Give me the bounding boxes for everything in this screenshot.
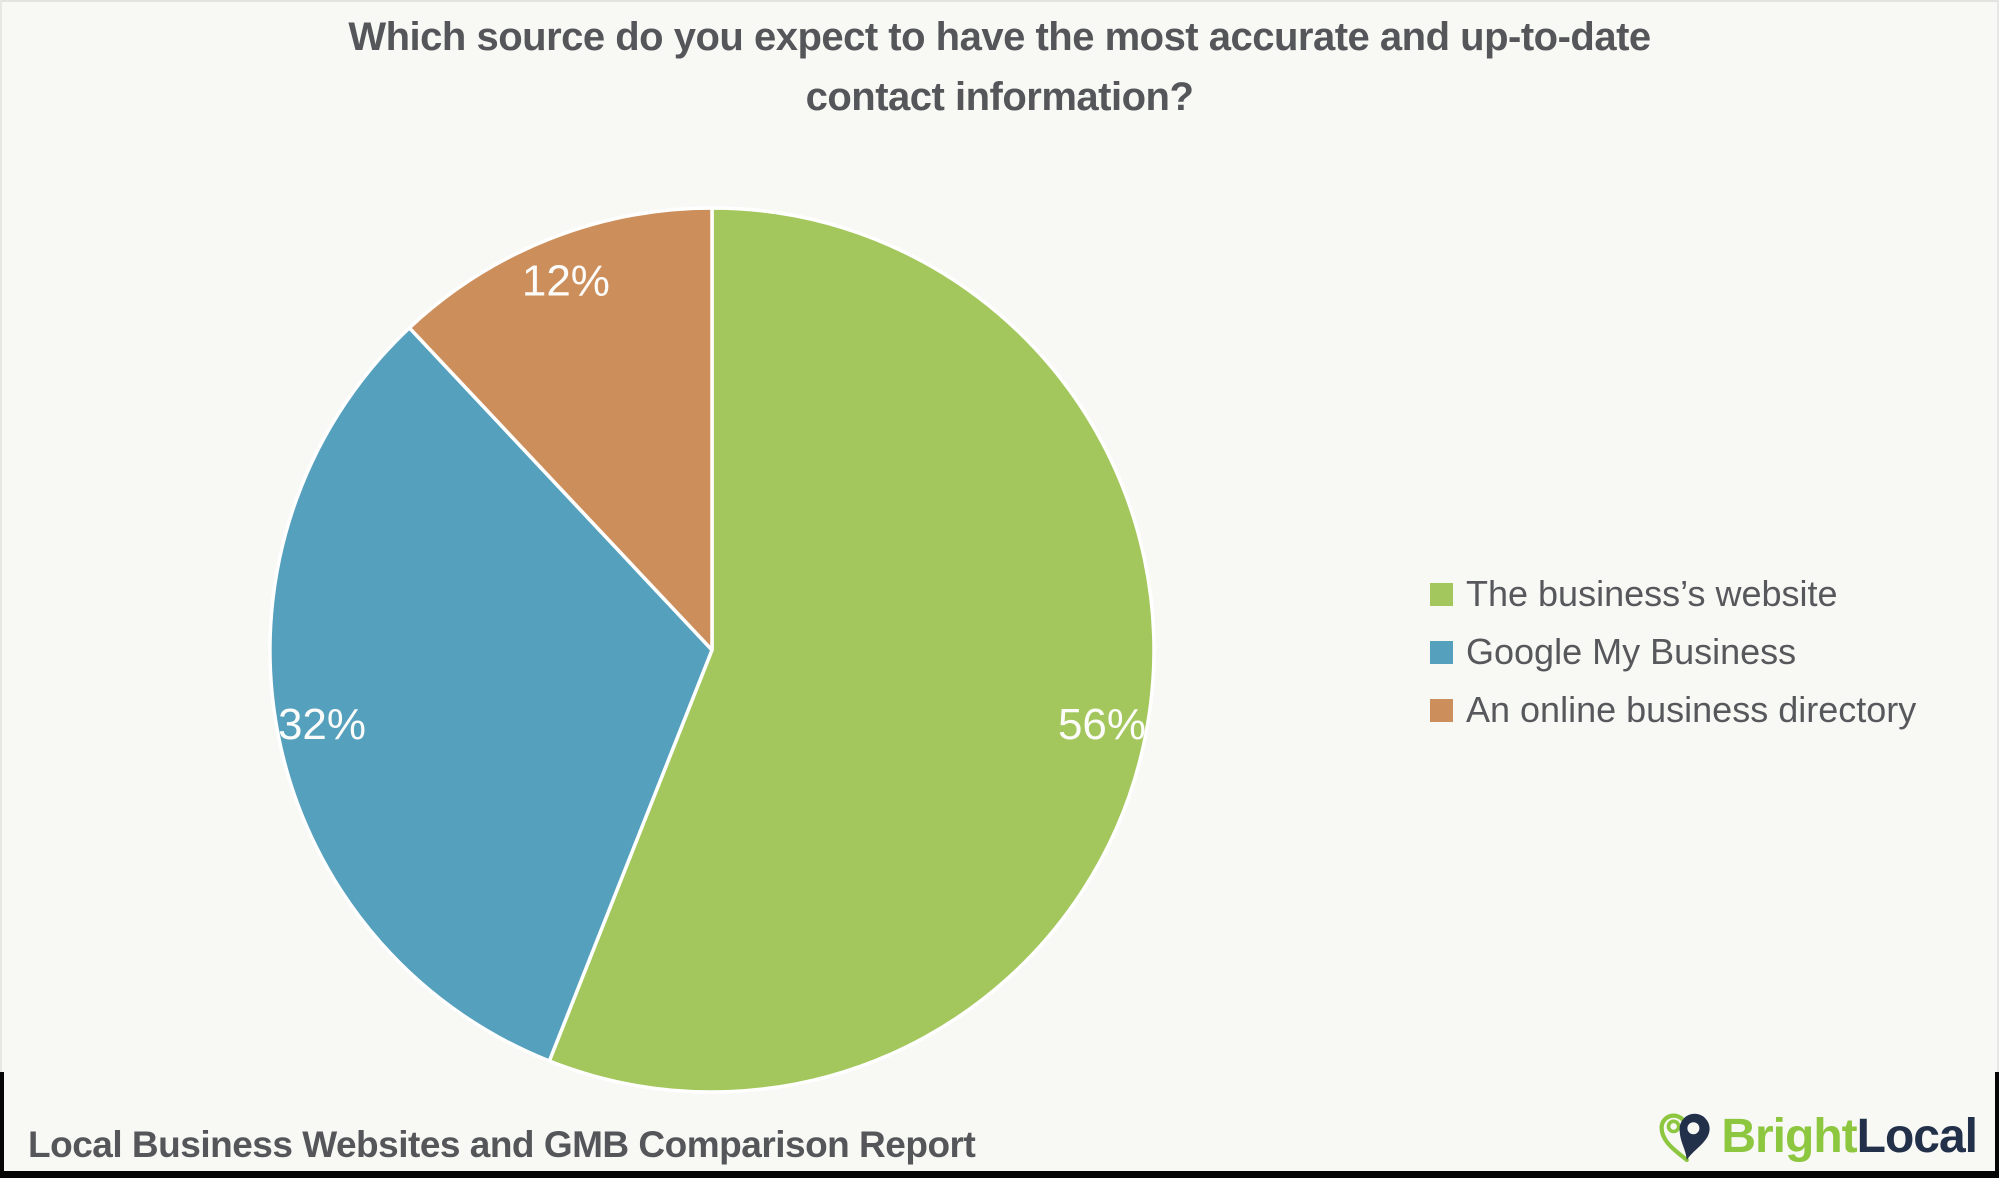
- brand-name-bright: Bright: [1721, 1109, 1857, 1163]
- chart-title-line1: Which source do you expect to have the m…: [348, 15, 1651, 59]
- right-edge-line: [1997, 0, 1999, 1178]
- pie-slice-value-label: 32%: [278, 700, 366, 749]
- legend-marker-icon: [1430, 582, 1453, 606]
- brand-logo: BrightLocal: [1655, 1106, 1978, 1166]
- bottom-left-edge-bar: [0, 1072, 4, 1178]
- legend-marker-icon: [1430, 698, 1453, 722]
- brand-name-local: Local: [1856, 1109, 1978, 1163]
- chart-title-line2: contact information?: [805, 75, 1194, 119]
- legend-label: The business’s website: [1466, 573, 1838, 614]
- brand-name: BrightLocal: [1721, 1109, 1978, 1164]
- legend-item-3: An online business directory: [1430, 681, 1916, 739]
- legend-label: Google My Business: [1466, 631, 1797, 672]
- legend-item-2: Google My Business: [1430, 623, 1916, 681]
- bottom-right-edge-bar: [1995, 1072, 1999, 1178]
- pie-slice-3: [407, 206, 714, 652]
- pie-slice-1: [547, 206, 1156, 1094]
- legend-item-1: The business’s website: [1430, 565, 1916, 623]
- chart-title: Which source do you expect to have the m…: [0, 7, 1999, 127]
- pie-slice-2: [268, 326, 714, 1063]
- bottom-edge-bar: [0, 1171, 1999, 1178]
- report-name: Local Business Websites and GMB Comparis…: [28, 1124, 976, 1165]
- chart-legend: The business’s website Google My Business…: [1430, 565, 1916, 739]
- pie-slice-value-label: 12%: [522, 256, 610, 305]
- legend-label: An online business directory: [1466, 689, 1917, 730]
- brightlocal-heart-pin-icon: [1659, 1113, 1710, 1163]
- pie-chart: 56% 32% 12%: [268, 206, 1156, 1094]
- legend-marker-icon: [1430, 640, 1453, 664]
- left-edge-line: [0, 0, 2, 1178]
- pie-slice-value-label: 56%: [1058, 700, 1146, 749]
- top-edge-line: [0, 0, 1999, 2]
